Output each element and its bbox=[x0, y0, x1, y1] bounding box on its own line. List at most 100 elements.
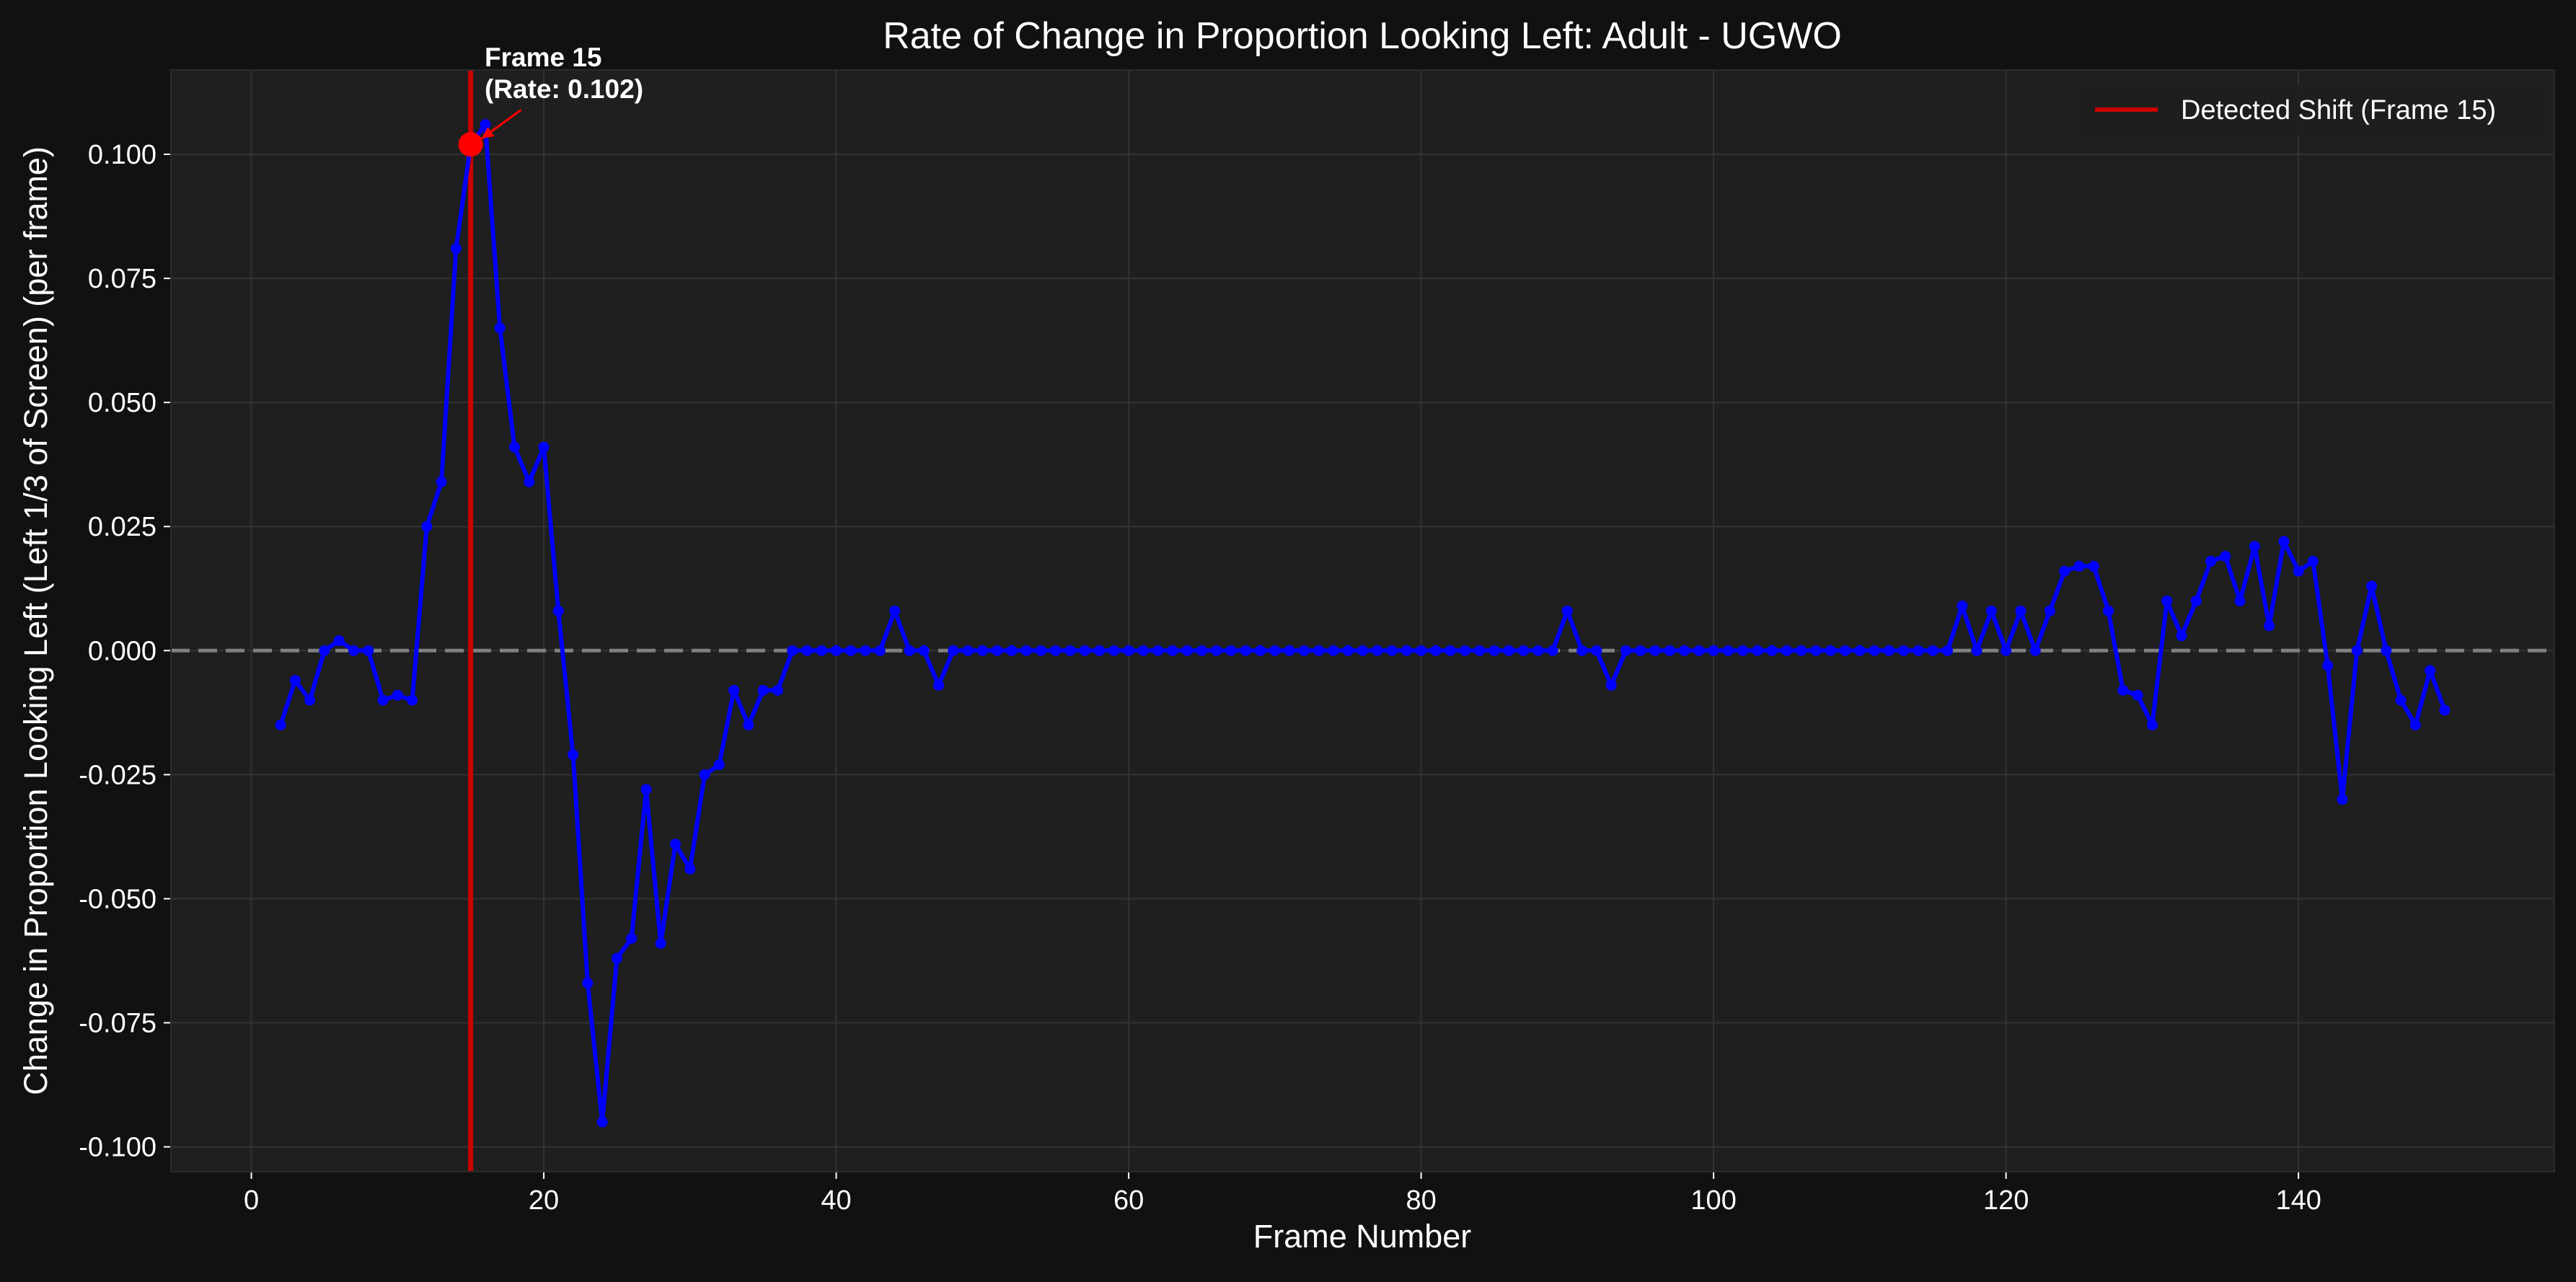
data-point bbox=[1357, 645, 1368, 656]
data-point bbox=[2322, 660, 2334, 671]
data-point bbox=[1591, 645, 1602, 656]
data-point bbox=[1722, 645, 1734, 656]
data-point bbox=[1006, 645, 1018, 656]
data-point bbox=[889, 605, 901, 616]
data-point bbox=[1649, 645, 1661, 656]
data-point bbox=[1518, 645, 1530, 656]
y-tick-label: 0.100 bbox=[88, 140, 156, 170]
data-point bbox=[2278, 536, 2290, 547]
data-point bbox=[626, 933, 638, 945]
data-point bbox=[728, 684, 740, 696]
data-point bbox=[1020, 645, 1032, 656]
data-point bbox=[1869, 645, 1880, 656]
data-point bbox=[1094, 645, 1106, 656]
data-point bbox=[1503, 645, 1514, 656]
data-point bbox=[421, 521, 433, 532]
data-point bbox=[480, 119, 491, 131]
data-point bbox=[1444, 645, 1456, 656]
data-point bbox=[772, 684, 783, 696]
data-point bbox=[1737, 645, 1749, 656]
data-point bbox=[1825, 645, 1836, 656]
data-point bbox=[1255, 645, 1266, 656]
data-point bbox=[1898, 645, 1910, 656]
data-point bbox=[1766, 645, 1778, 656]
data-point bbox=[1459, 645, 1470, 656]
data-point bbox=[1781, 645, 1793, 656]
data-point bbox=[1971, 645, 1982, 656]
data-point bbox=[524, 476, 535, 487]
data-point bbox=[1181, 645, 1193, 656]
data-point bbox=[1313, 645, 1325, 656]
data-point bbox=[1883, 645, 1894, 656]
data-point bbox=[1225, 645, 1237, 656]
data-point bbox=[275, 720, 286, 731]
peak-annotation: Frame 15 (Rate: 0.102) bbox=[485, 43, 643, 104]
x-tick-label: 140 bbox=[2275, 1185, 2321, 1216]
legend-label-shift-line: Detected Shift (Frame 15) bbox=[2181, 95, 2496, 125]
data-point bbox=[2073, 560, 2085, 572]
data-point bbox=[1708, 645, 1719, 656]
data-point bbox=[1957, 600, 1968, 611]
data-point bbox=[2029, 645, 2041, 656]
data-point bbox=[2220, 551, 2231, 562]
data-point bbox=[816, 645, 827, 656]
annotation-rate-label: (Rate: 0.102) bbox=[485, 74, 643, 104]
data-point bbox=[1620, 645, 1631, 656]
y-tick-label: 0.000 bbox=[88, 636, 156, 666]
data-point bbox=[787, 645, 798, 656]
data-point bbox=[932, 679, 944, 691]
data-point bbox=[860, 645, 871, 656]
data-point bbox=[2264, 620, 2275, 632]
data-point bbox=[2059, 565, 2070, 577]
data-point bbox=[1108, 645, 1120, 656]
data-point bbox=[1430, 645, 1442, 656]
data-point bbox=[2088, 560, 2099, 572]
data-point bbox=[845, 645, 857, 656]
data-point bbox=[1840, 645, 1851, 656]
data-point bbox=[2307, 555, 2319, 567]
data-point bbox=[552, 605, 564, 616]
data-point bbox=[304, 694, 316, 706]
data-point bbox=[1372, 645, 1383, 656]
data-point bbox=[918, 645, 930, 656]
data-point bbox=[1854, 645, 1866, 656]
data-point bbox=[992, 645, 1003, 656]
data-point bbox=[568, 749, 579, 761]
data-point bbox=[2381, 645, 2392, 656]
data-point bbox=[1752, 645, 1763, 656]
data-point bbox=[1152, 645, 1164, 656]
data-point bbox=[2205, 555, 2217, 567]
data-point bbox=[743, 720, 754, 731]
data-point bbox=[2249, 541, 2260, 552]
data-point bbox=[874, 645, 886, 656]
legend-box bbox=[2075, 85, 2544, 137]
data-point bbox=[377, 694, 389, 706]
data-point bbox=[1050, 645, 1062, 656]
plot-area bbox=[171, 70, 2554, 1172]
y-axis-label: Change in Proportion Looking Left (Left … bbox=[17, 146, 54, 1095]
data-point bbox=[1064, 645, 1076, 656]
data-point bbox=[508, 441, 520, 453]
data-point bbox=[2103, 605, 2114, 616]
data-point bbox=[962, 645, 974, 656]
data-point bbox=[2293, 565, 2304, 577]
data-point bbox=[1942, 645, 1954, 656]
data-point bbox=[1927, 645, 1938, 656]
data-point bbox=[289, 675, 301, 686]
series-layer bbox=[275, 109, 2451, 1128]
x-tick-label: 100 bbox=[1690, 1185, 1736, 1216]
data-point bbox=[2234, 595, 2246, 606]
data-point bbox=[831, 645, 842, 656]
data-point bbox=[1664, 645, 1675, 656]
data-point bbox=[948, 645, 959, 656]
data-point bbox=[611, 952, 622, 964]
data-point bbox=[2425, 665, 2436, 676]
data-point bbox=[596, 1116, 608, 1128]
data-point bbox=[1547, 645, 1558, 656]
y-tick-label: -0.075 bbox=[79, 1009, 156, 1039]
annotation-arrowhead bbox=[481, 127, 495, 139]
data-point bbox=[1137, 645, 1149, 656]
data-point bbox=[640, 784, 652, 795]
data-point bbox=[713, 759, 725, 771]
